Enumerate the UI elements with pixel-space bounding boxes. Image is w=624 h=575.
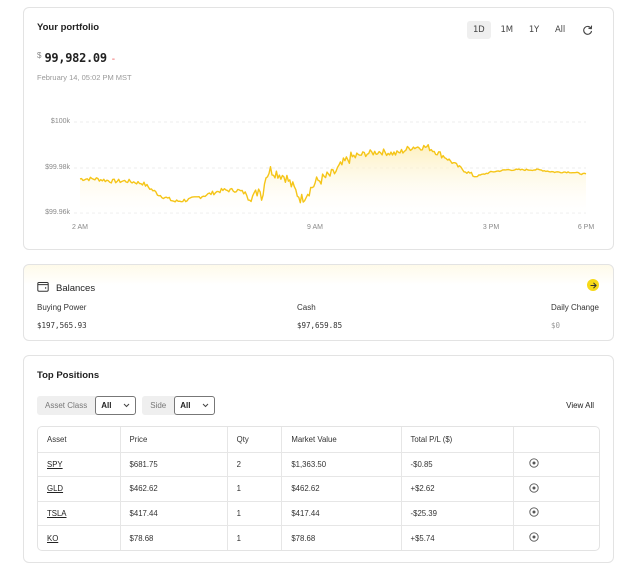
portfolio-change: -	[111, 54, 116, 65]
price-cell: $462.62	[120, 476, 228, 502]
filters: Asset Class All Side All	[37, 396, 216, 415]
chart-area	[80, 144, 586, 213]
close-position-icon[interactable]	[529, 483, 539, 493]
portfolio-title: Your portfolio	[37, 22, 100, 33]
x-tick-label: 2 AM	[72, 224, 88, 231]
portfolio-value: 99,982.09	[44, 51, 107, 65]
wallet-icon	[37, 279, 49, 297]
side-select[interactable]: All	[174, 396, 216, 415]
chart-line	[79, 144, 587, 204]
filter-side: Side All	[142, 396, 216, 415]
portfolio-value-row: $ 99,982.09 -	[37, 51, 115, 65]
balances-title: Balances	[56, 282, 96, 294]
select-value: All	[101, 401, 112, 410]
view-all-link[interactable]: View All	[566, 401, 594, 410]
market-value-cell: $417.44	[281, 501, 402, 526]
close-position-icon[interactable]	[529, 507, 539, 517]
portfolio-timestamp: February 14, 05:02 PM MST	[37, 73, 132, 82]
filter-label: Asset Class	[45, 401, 88, 410]
tab-1d[interactable]: 1D	[466, 21, 491, 39]
y-tick-label: $100k	[50, 118, 70, 125]
positions-table: Asset Price Qty Market Value Total P/L (…	[37, 426, 600, 551]
portfolio-chart[interactable]: $100k $99.98k $99.96k 2 AM 9 AM 3 PM 6 P…	[24, 108, 615, 238]
asset-link[interactable]: TSLA	[47, 508, 67, 518]
table-row: TSLA $417.44 1 $417.44 -$25.39	[38, 501, 599, 526]
balances-arrow-button[interactable]	[587, 279, 599, 291]
y-tick-label: $99.96k	[45, 209, 70, 216]
balance-label: Daily Change	[550, 303, 599, 312]
decorative-glow	[24, 265, 613, 285]
table-row: SPY $681.75 2 $1,363.50 -$0.85	[38, 452, 599, 477]
select-value: All	[180, 401, 191, 410]
qty-cell: 1	[227, 525, 283, 550]
asset-link[interactable]: KO	[47, 533, 59, 543]
currency-symbol: $	[37, 51, 42, 60]
asset-link[interactable]: GLD	[47, 484, 64, 494]
column-header-asset: Asset	[38, 427, 121, 453]
y-tick-label: $99.98k	[45, 164, 70, 171]
filter-label: Side	[150, 401, 167, 410]
column-header-total-pl: Total P/L ($)	[401, 427, 515, 453]
asset-link[interactable]: SPY	[47, 459, 63, 469]
column-header-qty: Qty	[227, 427, 283, 453]
pl-cell: +$2.62	[401, 476, 515, 502]
table-row: KO $78.68 1 $78.68 +$5.74	[38, 525, 599, 550]
x-tick-label: 6 PM	[577, 224, 595, 231]
x-tick-label: 9 AM	[307, 224, 323, 231]
refresh-icon[interactable]	[579, 22, 595, 38]
price-cell: $681.75	[120, 452, 228, 477]
x-tick-label: 3 PM	[482, 224, 500, 231]
market-value-cell: $1,363.50	[281, 452, 402, 477]
chevron-down-icon	[202, 403, 209, 408]
balance-label: Cash	[297, 303, 316, 312]
column-header-actions	[513, 427, 599, 453]
market-value-cell: $78.68	[281, 525, 402, 550]
market-value-cell: $462.62	[281, 476, 402, 502]
pl-cell: -$25.39	[401, 501, 515, 526]
portfolio-card: Your portfolio 1D 1M 1Y All $ 99,982.09 …	[23, 7, 614, 250]
tab-1m[interactable]: 1M	[500, 25, 514, 35]
positions-title: Top Positions	[37, 370, 100, 381]
qty-cell: 1	[227, 476, 283, 502]
balance-cash: Cash $97,659.85	[297, 303, 342, 330]
column-header-price: Price	[120, 427, 228, 453]
close-position-icon[interactable]	[529, 458, 539, 468]
balances-card: Balances Buying Power $197,565.93 Cash $…	[23, 264, 614, 341]
range-tabs: 1D 1M 1Y All	[466, 21, 595, 39]
positions-card: Top Positions Asset Class All Side All V…	[23, 355, 614, 563]
table-row: GLD $462.62 1 $462.62 +$2.62	[38, 476, 599, 502]
balance-buying-power: Buying Power $197,565.93	[37, 303, 87, 330]
balance-value: $197,565.93	[37, 321, 87, 330]
tab-1y[interactable]: 1Y	[528, 25, 540, 35]
balance-label: Buying Power	[37, 303, 87, 312]
qty-cell: 1	[227, 501, 283, 526]
price-cell: $417.44	[120, 501, 228, 526]
pl-cell: +$5.74	[401, 525, 515, 550]
chevron-down-icon	[123, 403, 130, 408]
filter-asset-class: Asset Class All	[37, 396, 137, 415]
price-cell: $78.68	[120, 525, 228, 550]
close-position-icon[interactable]	[529, 532, 539, 542]
balance-daily-change: Daily Change $0	[551, 303, 599, 330]
arrow-right-icon	[589, 282, 597, 288]
pl-cell: -$0.85	[401, 452, 515, 477]
asset-class-select[interactable]: All	[95, 396, 137, 415]
qty-cell: 2	[227, 452, 283, 477]
tab-all[interactable]: All	[555, 25, 565, 35]
balances-header: Balances	[37, 279, 95, 297]
column-header-market-value: Market Value	[281, 427, 402, 453]
balance-value: $97,659.85	[297, 321, 343, 330]
balance-value: $0	[550, 321, 560, 330]
chart-plot	[74, 121, 587, 214]
table-header-row: Asset Price Qty Market Value Total P/L (…	[38, 427, 599, 453]
